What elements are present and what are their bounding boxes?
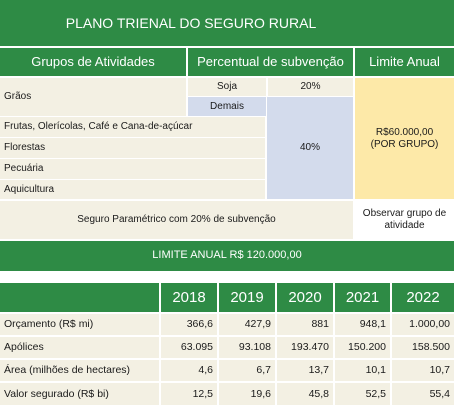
row-aquicultura: Aquicultura — [0, 180, 265, 199]
year-2018: 2018 — [161, 283, 217, 312]
table-cell: 6,7 — [219, 360, 275, 381]
soja-label: Soja — [188, 78, 266, 96]
row-frutas: Frutas, Olerícolas, Café e Cana-de-açúca… — [0, 117, 265, 137]
table-cell: 93.108 — [219, 337, 275, 358]
table-cell: 193.470 — [277, 337, 333, 358]
table-cell: 948,1 — [335, 314, 390, 335]
limite-anual-total: LIMITE ANUAL R$ 120.000,00 — [0, 241, 454, 271]
header-grupos: Grupos de Atividades — [0, 48, 186, 76]
table-cell: 63.095 — [161, 337, 217, 358]
limite-per-group: (POR GRUPO) — [370, 138, 439, 150]
stats-table: 2018 2019 2020 2021 2022 Orçamento (R$ m… — [0, 283, 454, 405]
year-2022: 2022 — [392, 283, 454, 312]
table-cell: 19,6 — [219, 383, 275, 405]
table-cell: 881 — [277, 314, 333, 335]
demais-label: Demais — [188, 97, 266, 116]
row-pecuaria: Pecuária — [0, 159, 265, 179]
table-cell: 52,5 — [335, 383, 390, 405]
row-florestas: Florestas — [0, 138, 265, 158]
title-bar: PLANO TRIENAL DO SEGURO RURAL — [0, 0, 454, 46]
table-title: PLANO TRIENAL DO SEGURO RURAL — [65, 15, 317, 31]
soja-pct: 20% — [268, 78, 353, 96]
table-row-label: Valor segurado (R$ bi) — [0, 383, 159, 405]
group-pct-block — [267, 97, 353, 199]
table-cell: 12,5 — [161, 383, 217, 405]
year-2020: 2020 — [277, 283, 333, 312]
table-cell: 158.500 — [392, 337, 454, 358]
table-cell: 427,9 — [219, 314, 275, 335]
table-cell: 55,4 — [392, 383, 454, 405]
table-cell: 150.200 — [335, 337, 390, 358]
table-cell: 10,7 — [392, 360, 454, 381]
table-row-label: Apólices — [0, 337, 159, 358]
group-pct: 40% — [299, 142, 320, 153]
table-cell: 1.000,00 — [392, 314, 454, 335]
parametrico-cell: Seguro Paramétrico com 20% de subvenção — [0, 201, 353, 239]
table-cell: 45,8 — [277, 383, 333, 405]
header-percentual: Percentual de subvenção — [188, 48, 353, 76]
year-2021: 2021 — [335, 283, 390, 312]
table-cell: 4,6 — [161, 360, 217, 381]
limite-block: R$60.000,00 (POR GRUPO) — [355, 78, 454, 199]
row-graos-label: Grãos — [0, 78, 186, 116]
table-cell: 13,7 — [277, 360, 333, 381]
table-row-label: Área (milhões de hectares) — [0, 360, 159, 381]
table-cell: 366,6 — [161, 314, 217, 335]
observar-cell: Observar grupo de atividade — [355, 201, 454, 239]
limite-value: R$60.000,00 — [375, 126, 434, 138]
header-limite: Limite Anual — [355, 48, 454, 76]
table-row-label: Orçamento (R$ mi) — [0, 314, 159, 335]
table-cell: 10,1 — [335, 360, 390, 381]
stats-header-blank — [0, 283, 159, 312]
year-2019: 2019 — [219, 283, 275, 312]
